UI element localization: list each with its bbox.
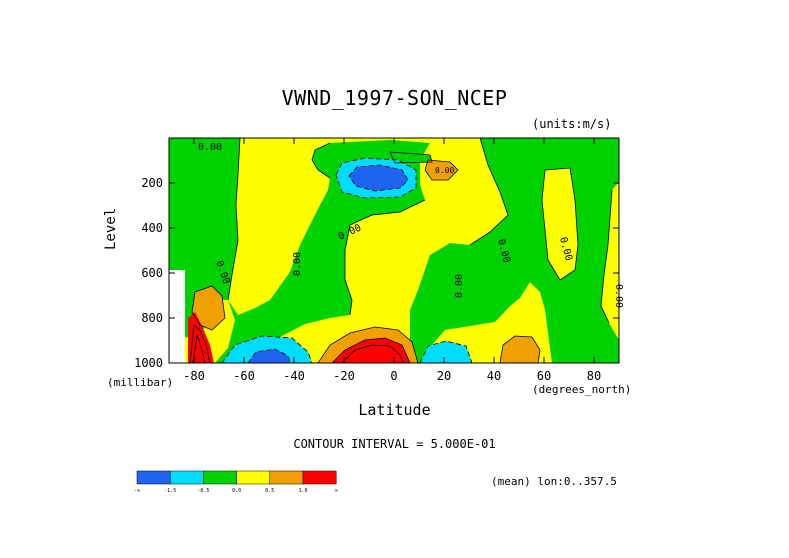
x-tick-label-5: 20	[437, 369, 451, 383]
colorbar-label-5: 1.0	[298, 488, 307, 494]
colorbar: -∞ -1.5 -0.5 0.0 0.5 1.0 ∞	[134, 470, 338, 494]
contour-label-8: 0.00	[435, 166, 454, 175]
orange-midlatitude	[500, 336, 540, 363]
contour-label-2: 0.00	[292, 252, 303, 276]
colorbar-swatch-5	[302, 470, 337, 485]
colorbar-label-3: 0.0	[232, 488, 241, 494]
negative-contour-lines	[221, 157, 473, 363]
colorbar-swatch-2	[203, 470, 237, 485]
x-axis-label: Latitude	[358, 401, 431, 419]
contour-fields	[169, 138, 619, 363]
x-tick-label-0: -80	[183, 369, 205, 383]
contour-lines	[189, 138, 613, 363]
contour-label-0: 0.00	[198, 142, 222, 153]
x-tick-label-4: 0	[390, 369, 397, 383]
y-tick-label-1: 400	[141, 221, 163, 235]
colorbar-swatch-3	[236, 470, 271, 485]
colorbar-label-1: -1.5	[164, 488, 176, 494]
colorbar-label-0: -∞	[134, 488, 140, 494]
red-equatorial	[332, 338, 410, 363]
contour-interval-label: CONTOUR INTERVAL = 5.000E-01	[293, 437, 496, 451]
x-axis: -80 -60 -40 -20 0 20 40 60 80	[183, 138, 601, 383]
contour-label-4: 0.00	[454, 274, 465, 298]
x-tick-label-7: 60	[537, 369, 551, 383]
cyan-tropical-surface	[420, 341, 472, 363]
y-tick-label-0: 200	[141, 176, 163, 190]
colorbar-swatch-0	[136, 470, 171, 485]
y-tick-label-3: 800	[141, 311, 163, 325]
units-label: (units:m/s)	[532, 117, 612, 131]
x-tick-label-3: -20	[333, 369, 355, 383]
colorbar-label-6: ∞	[335, 488, 338, 494]
x-axis-unit: (degrees_north)	[532, 383, 632, 396]
blue-jet-core	[349, 165, 408, 191]
y-axis-unit: (millibar)	[107, 376, 174, 389]
x-tick-label-2: -40	[283, 369, 305, 383]
yellow-pocket-north	[542, 168, 578, 280]
colorbar-label-2: -0.5	[197, 488, 209, 494]
cyan-southern-surface	[222, 336, 312, 363]
chart-title: VWND_1997-SON_NCEP	[281, 86, 508, 110]
orange-upper-blob	[425, 160, 458, 180]
x-tick-label-8: 80	[587, 369, 601, 383]
colorbar-swatch-4	[269, 470, 304, 485]
y-tick-label-4: 1000	[134, 356, 163, 370]
x-tick-label-6: 40	[487, 369, 501, 383]
colorbar-swatch-1	[169, 470, 204, 485]
mean-longitude-label: (mean) lon:0..357.5	[491, 475, 617, 488]
y-axis: 200 400 600 800 1000	[134, 176, 619, 370]
blue-southern-surface	[248, 349, 290, 363]
y-tick-label-2: 600	[141, 266, 163, 280]
colorbar-label-4: 0.5	[265, 488, 274, 494]
x-tick-label-1: -60	[233, 369, 255, 383]
orange-high-latitude	[192, 286, 225, 330]
missing-data-region	[169, 270, 185, 363]
